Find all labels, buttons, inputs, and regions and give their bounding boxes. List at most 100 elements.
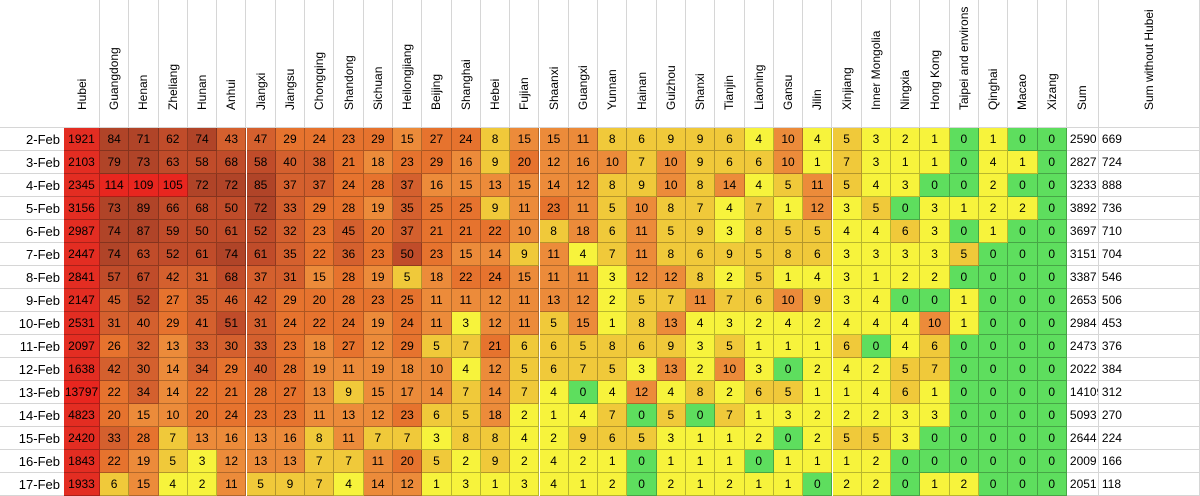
heatmap-cell: 1	[480, 473, 511, 496]
heatmap-cell: 0	[1037, 243, 1067, 266]
heatmap-cell: 0	[920, 174, 950, 197]
heatmap-cell: 0	[1037, 174, 1067, 197]
heatmap-cell: 7	[510, 381, 540, 404]
heatmap-cell: 2447	[64, 243, 100, 266]
heatmap-cell: 4	[715, 197, 745, 220]
heatmap-cell: 0	[1037, 197, 1067, 220]
heatmap-cell: 9	[627, 174, 657, 197]
column-header-label: Anhui	[224, 79, 239, 110]
heatmap-cell: 7	[715, 289, 745, 312]
column-header-label: Jilin	[810, 89, 825, 110]
heatmap-cell: 4	[334, 473, 364, 496]
heatmap-cell: 2	[803, 358, 833, 381]
heatmap-cell: 9	[686, 151, 716, 174]
sum-cell: 710	[1098, 220, 1200, 243]
heatmap-cell: 13	[158, 335, 188, 358]
heatmap-cell: 11	[568, 266, 599, 289]
heatmap-cell: 2	[861, 358, 892, 381]
heatmap-cell: 28	[334, 289, 364, 312]
heatmap-cell: 14	[422, 381, 452, 404]
heatmap-cell: 22	[305, 312, 335, 335]
heatmap-cell: 1	[422, 473, 452, 496]
heatmap-cell: 0	[1008, 427, 1038, 450]
heatmap-cell: 4	[803, 128, 833, 151]
heatmap-cell: 11	[627, 243, 657, 266]
sum-cell: 704	[1098, 243, 1200, 266]
heatmap-cell: 3156	[64, 197, 100, 220]
sum-cell: 376	[1098, 335, 1200, 358]
heatmap-cell: 13	[246, 427, 276, 450]
heatmap-cell: 11	[686, 289, 716, 312]
heatmap-cell: 28	[275, 358, 306, 381]
sum-cell: 384	[1098, 358, 1200, 381]
heatmap-cell: 12	[568, 289, 599, 312]
heatmap-cell: 12	[656, 266, 686, 289]
heatmap-cell: 0	[979, 289, 1009, 312]
heatmap-cell: 2	[891, 266, 921, 289]
heatmap-cell: 6	[686, 243, 716, 266]
heatmap-cell: 3	[451, 312, 481, 335]
heatmap-cell: 11	[217, 473, 247, 496]
heatmap-cell: 23	[275, 335, 306, 358]
heatmap-cell: 6	[920, 335, 950, 358]
heatmap-cell: 0	[1037, 266, 1067, 289]
heatmap-cell: 23	[422, 243, 452, 266]
heatmap-cell: 0	[1037, 335, 1067, 358]
heatmap-cell: 12	[803, 197, 833, 220]
heatmap-cell: 24	[480, 266, 511, 289]
heatmap-cell: 9	[480, 450, 511, 473]
heatmap-cell: 68	[187, 197, 218, 220]
heatmap-cell: 2097	[64, 335, 100, 358]
heatmap-cell: 1	[832, 450, 862, 473]
sum-cell: 724	[1098, 151, 1200, 174]
heatmap-cell: 72	[217, 174, 247, 197]
column-header: Shanghai	[452, 0, 481, 128]
heatmap-cell: 0	[949, 404, 979, 427]
row-label: 8-Feb	[0, 266, 64, 289]
heatmap-cell: 3	[715, 312, 745, 335]
heatmap-cell: 6	[539, 358, 569, 381]
heatmap-cell: 47	[246, 128, 276, 151]
heatmap-cell: 23	[393, 151, 423, 174]
heatmap-cell: 22	[305, 243, 335, 266]
row-label: 14-Feb	[0, 404, 64, 427]
heatmap-cell: 5	[803, 220, 833, 243]
heatmap-cell: 2	[715, 473, 745, 496]
heatmap-cell: 15	[510, 128, 540, 151]
heatmap-cell: 8	[598, 128, 628, 151]
heatmap-cell: 6	[744, 151, 774, 174]
heatmap-cell: 3	[744, 358, 774, 381]
heatmap-cell: 1	[861, 266, 892, 289]
sum-cell: 3697	[1066, 220, 1099, 243]
heatmap-cell: 0	[1037, 289, 1067, 312]
column-header-label: Hubei	[74, 78, 89, 110]
heatmap-cell: 61	[187, 243, 218, 266]
heatmap-cell: 11	[451, 289, 481, 312]
heatmap-cell: 9	[275, 473, 306, 496]
heatmap-cell: 0	[686, 404, 716, 427]
heatmap-cell: 13	[539, 289, 569, 312]
heatmap-cell: 22	[451, 266, 481, 289]
heatmap-cell: 5	[773, 220, 804, 243]
heatmap-cell: 0	[773, 427, 804, 450]
heatmap-cell: 6	[891, 220, 921, 243]
heatmap-cell: 31	[100, 312, 130, 335]
heatmap-cell: 0	[949, 266, 979, 289]
heatmap-cell: 29	[217, 358, 247, 381]
heatmap-cell: 8	[305, 427, 335, 450]
column-header-label: Hebei	[488, 78, 503, 110]
heatmap-cell: 4	[510, 427, 540, 450]
heatmap-cell: 14	[158, 381, 188, 404]
heatmap-cell: 7	[627, 151, 657, 174]
heatmap-cell: 13	[334, 404, 364, 427]
heatmap-cell: 2	[832, 404, 862, 427]
heatmap-cell: 23	[363, 289, 393, 312]
heatmap-cell: 85	[246, 174, 276, 197]
heatmap-cell: 5	[656, 404, 686, 427]
heatmap-cell: 10	[656, 174, 686, 197]
heatmap-cell: 11	[363, 450, 393, 473]
heatmap-cell: 12	[217, 450, 247, 473]
heatmap-cell: 7	[334, 450, 364, 473]
heatmap-cell: 13	[187, 427, 218, 450]
column-header: Heilongjiang	[393, 0, 423, 128]
